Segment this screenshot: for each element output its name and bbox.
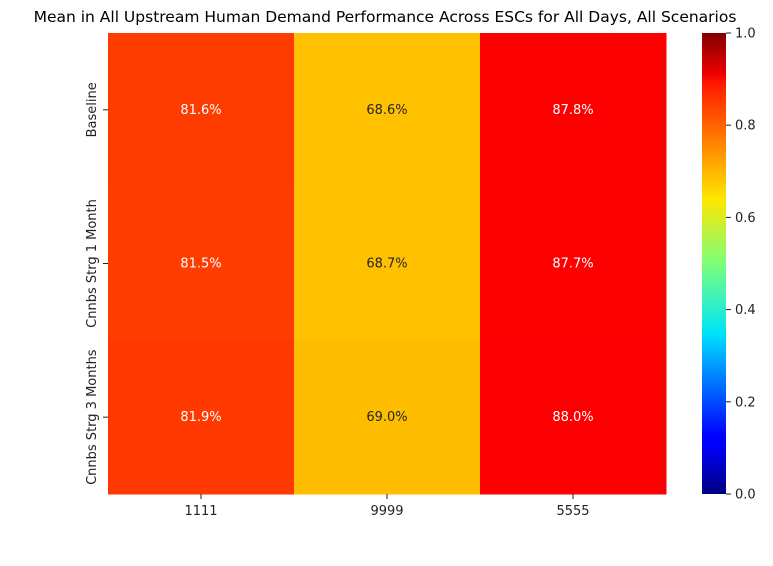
y-tick-label: Cnnbs Strg 3 Months <box>85 349 100 485</box>
heatmap-cell <box>294 33 481 188</box>
cell-value-label: 81.9% <box>180 410 221 425</box>
x-tick-label: 9999 <box>370 504 403 519</box>
colorbar-tick-label: 0.8 <box>735 119 756 134</box>
chart-title: Mean in All Upstream Human Demand Perfor… <box>34 8 737 26</box>
colorbar-tick-label: 0.0 <box>735 488 756 503</box>
heatmap-cell <box>480 33 667 188</box>
heatmap-cell <box>294 340 481 495</box>
x-tick-label: 1111 <box>184 504 217 519</box>
cell-value-label: 68.6% <box>366 103 407 118</box>
cell-value-label: 81.5% <box>180 257 221 272</box>
colorbar-tick-label: 1.0 <box>735 27 756 42</box>
heatmap-cell <box>480 186 667 341</box>
heatmap-cells: 81.6% 68.6% 87.8% 81.5% 68.7% 87.7% 81.9% 69.0%… <box>108 33 667 495</box>
cell-value-label: 68.7% <box>366 257 407 272</box>
cell-value-label: 88.0% <box>552 410 593 425</box>
x-tick-labels: 1111 9999 5555 <box>184 494 590 519</box>
heatmap-cell <box>294 186 481 341</box>
cell-value-label: 87.8% <box>552 103 593 118</box>
heatmap-cell <box>480 340 667 495</box>
y-tick-label: Cnnbs Strg 1 Month <box>85 199 100 328</box>
colorbar-tick-label: 0.4 <box>735 303 756 318</box>
y-tick-label: Baseline <box>85 82 100 137</box>
cell-value-label: 87.7% <box>552 257 593 272</box>
colorbar-tick-label: 0.6 <box>735 211 756 226</box>
y-tick-labels: Baseline Cnnbs Strg 1 Month Cnnbs Strg 3 M… <box>85 82 108 485</box>
colorbar <box>702 33 726 494</box>
heatmap-cell <box>108 33 295 188</box>
colorbar-ticks: 0.0 0.2 0.4 0.6 0.8 1.0 <box>726 27 756 503</box>
cell-value-label: 81.6% <box>180 103 221 118</box>
cell-value-label: 69.0% <box>366 410 407 425</box>
heatmap-cell <box>108 186 295 341</box>
heatmap-cell <box>108 340 295 495</box>
x-tick-label: 5555 <box>556 504 589 519</box>
colorbar-tick-label: 0.2 <box>735 395 756 410</box>
